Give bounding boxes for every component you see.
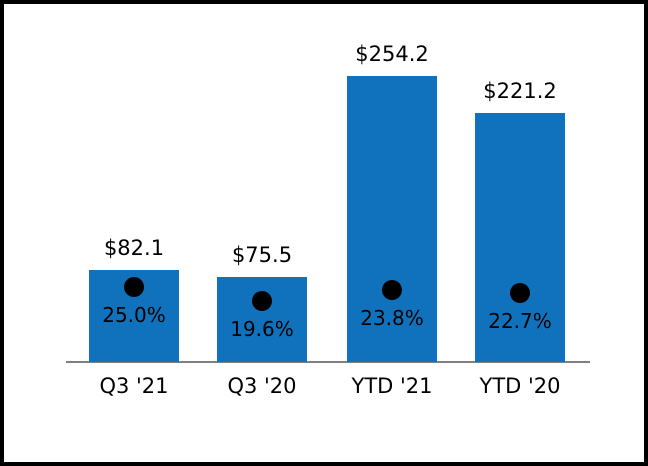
bar: [347, 76, 437, 362]
percent-label: 19.6%: [230, 316, 294, 341]
data-point-marker: [124, 276, 144, 297]
bar-value-label: $254.2: [355, 42, 429, 66]
x-axis-tick-label: Q3 '20: [227, 374, 297, 398]
x-axis-tick-label: YTD '21: [351, 374, 433, 398]
data-point-marker: [252, 290, 272, 311]
percent-label: 25.0%: [102, 302, 166, 327]
data-point-marker: [382, 280, 402, 301]
bar: [475, 113, 565, 362]
x-axis-tick-label: Q3 '21: [99, 374, 169, 398]
data-point-marker: [510, 282, 530, 303]
bar-value-label: $75.5: [231, 243, 293, 268]
x-axis-line: [66, 361, 590, 363]
bar-value-label: $221.2: [483, 79, 557, 104]
percent-label: 22.7%: [488, 308, 552, 333]
bar-value-label: $82.1: [103, 235, 165, 260]
x-axis-tick-label: YTD '20: [479, 374, 561, 398]
percent-label: 23.8%: [360, 306, 424, 331]
bar-chart: $82.1 25.0% Q3 '21 $75.5 19.6% Q3 '20 $254.2 23…: [4, 4, 644, 462]
